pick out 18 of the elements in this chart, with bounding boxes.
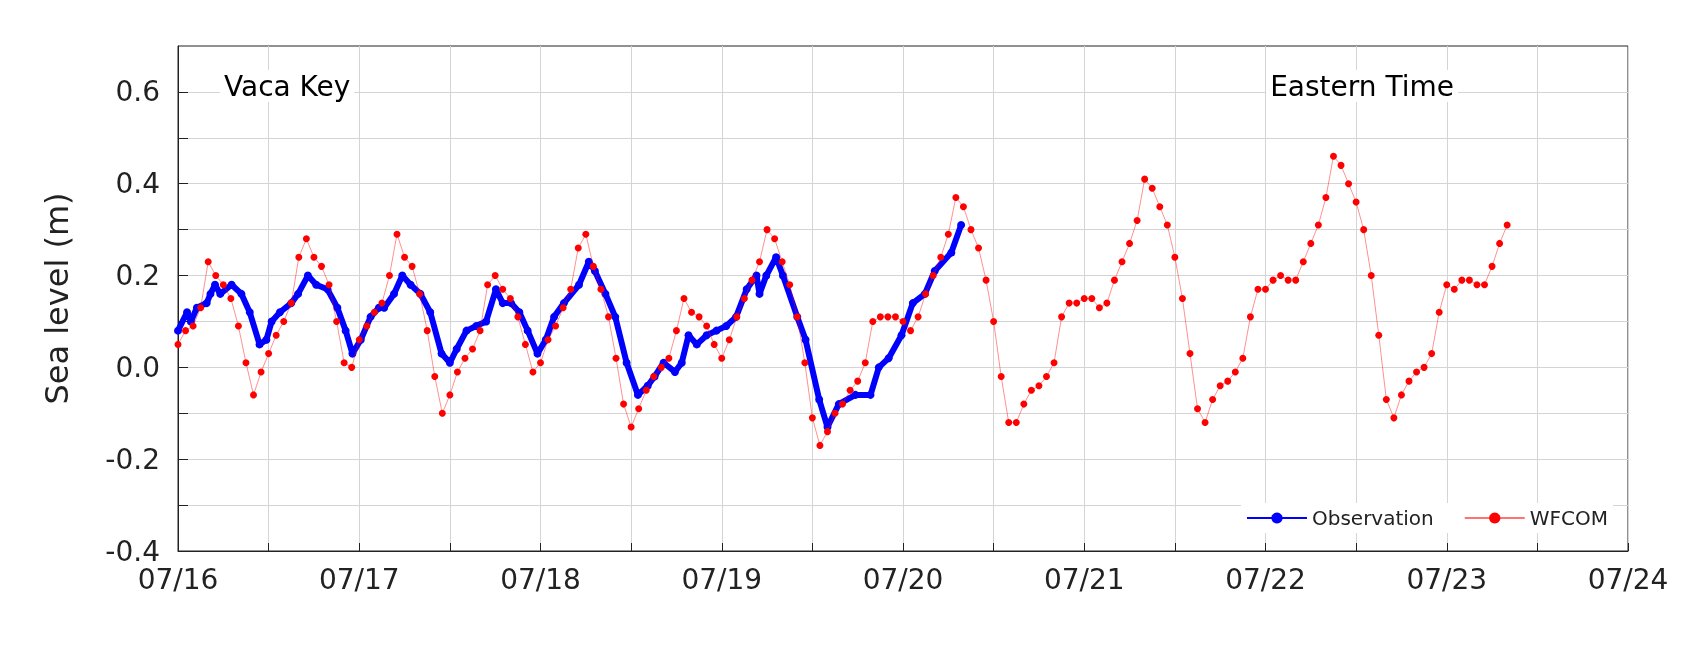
x-tick-label: 07/19 (681, 562, 763, 596)
legend-label: WFCOM (1529, 506, 1609, 530)
x-tick-label: 07/21 (1043, 562, 1125, 596)
y-tick-label: -0.2 (105, 442, 160, 476)
x-tick-label: 07/22 (1225, 562, 1306, 596)
x-tick-label: 07/18 (500, 562, 581, 596)
legend-label: Observation (1311, 506, 1434, 530)
x-tick-label: 07/23 (1406, 562, 1488, 596)
x-tick-label: 07/17 (318, 562, 400, 596)
annotation: Vaca Key (224, 69, 351, 103)
y-tick-label: 0.0 (115, 350, 160, 384)
x-tick-label: 07/24 (1587, 562, 1669, 596)
y-tick-label: 0.2 (115, 259, 160, 293)
y-tick-label: 0.6 (115, 75, 160, 109)
annotation: Eastern Time (1270, 69, 1455, 103)
y-tick-label: 0.4 (115, 167, 160, 201)
x-tick-label: 07/20 (862, 562, 944, 596)
y-axis-title: Sea level (m) (38, 192, 76, 405)
